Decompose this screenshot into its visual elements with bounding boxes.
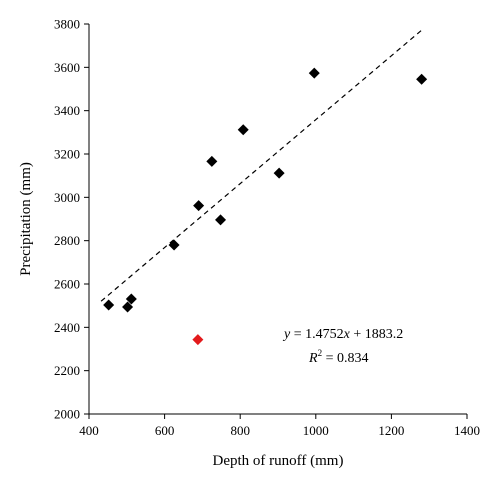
data-point — [103, 299, 115, 311]
x-tick-label: 400 — [79, 423, 99, 438]
y-tick-label: 3600 — [54, 60, 80, 75]
y-tick-label: 3000 — [54, 190, 80, 205]
data-point — [122, 301, 134, 313]
r-squared-label: R2 = 0.834 — [308, 348, 368, 366]
x-ticks: 400 600 800 1000 1200 1400 — [79, 414, 480, 438]
y-tick-label: 3200 — [54, 147, 80, 162]
y-axis-label: Precipitation (mm) — [18, 162, 34, 276]
x-tick-label: 1400 — [454, 423, 480, 438]
y-tick-label: 2200 — [54, 363, 80, 378]
y-tick-label: 2400 — [54, 320, 80, 335]
x-tick-label: 800 — [230, 423, 250, 438]
trendline — [100, 29, 423, 302]
data-points — [103, 67, 428, 346]
y-tick-label: 2600 — [54, 277, 80, 292]
data-point — [416, 73, 428, 85]
y-tick-label: 3800 — [54, 17, 80, 32]
y-tick-label: 2800 — [54, 233, 80, 248]
x-tick-label: 600 — [155, 423, 175, 438]
x-tick-label: 1000 — [303, 423, 329, 438]
data-point — [125, 293, 137, 305]
outlier-point — [192, 334, 204, 346]
regression-equation: y = 1.4752x + 1883.2 — [282, 327, 403, 342]
data-point — [168, 239, 180, 251]
y-tick-label: 3400 — [54, 103, 80, 118]
x-tick-label: 1200 — [378, 423, 404, 438]
data-point — [215, 214, 227, 226]
data-point — [273, 167, 285, 179]
data-point — [206, 155, 218, 167]
y-tick-label: 2000 — [54, 407, 80, 422]
data-point — [193, 200, 205, 212]
data-point — [237, 124, 249, 136]
x-axis-label: Depth of runoff (mm) — [213, 453, 344, 469]
data-point — [308, 67, 320, 79]
y-ticks: 2000 2200 2400 2600 2800 3000 3200 3400 3600 3800 — [54, 17, 89, 422]
